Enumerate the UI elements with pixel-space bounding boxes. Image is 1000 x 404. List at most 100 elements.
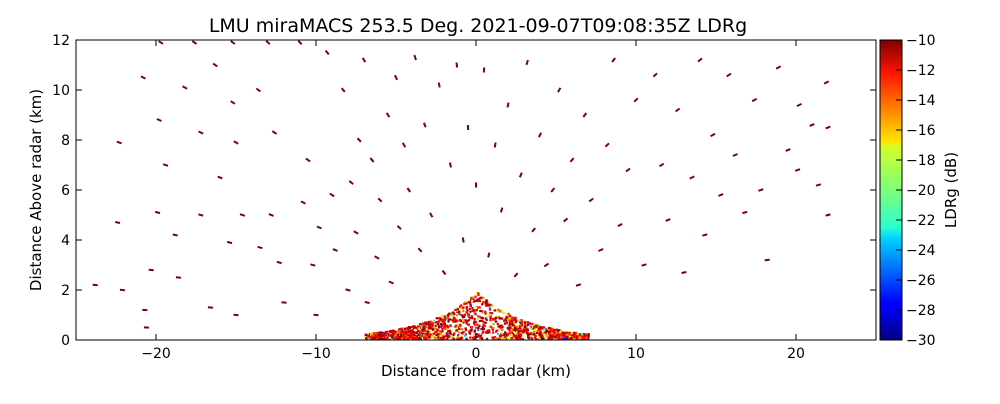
dense-return-cell xyxy=(563,332,565,334)
dense-return-cell xyxy=(436,317,438,319)
dense-return-cell xyxy=(392,332,394,334)
dense-return-cell xyxy=(420,334,422,336)
dense-return-cell xyxy=(466,302,468,304)
y-axis-label: Distance Above radar (km) xyxy=(27,89,45,291)
dense-return-cell xyxy=(471,326,473,328)
dense-return-cell xyxy=(566,335,568,337)
dense-return-cell xyxy=(540,335,542,337)
dense-return-cell xyxy=(459,319,461,321)
dense-return-cell xyxy=(529,327,531,329)
dense-return-cell xyxy=(494,336,496,338)
dense-return-cell xyxy=(442,319,444,321)
data-point xyxy=(527,60,528,65)
dense-return-cell xyxy=(516,335,518,337)
dense-return-cell xyxy=(477,292,479,294)
dense-return-cell xyxy=(513,319,515,321)
dense-return-cell xyxy=(499,310,501,312)
dense-return-cell xyxy=(492,327,494,329)
dense-return-cell xyxy=(438,326,440,328)
data-point xyxy=(488,253,489,258)
dense-return-cell xyxy=(456,329,458,331)
y-tick-label: 10 xyxy=(52,83,70,99)
dense-return-cell xyxy=(509,315,511,317)
data-point xyxy=(642,264,647,265)
dense-return-cell xyxy=(470,305,472,307)
dense-return-cell xyxy=(447,326,449,328)
data-point xyxy=(365,302,370,303)
data-point xyxy=(501,208,502,213)
data-point xyxy=(457,63,458,68)
dense-return-cell xyxy=(483,325,485,327)
dense-return-cell xyxy=(420,331,422,333)
colorbar-tick-label: −12 xyxy=(906,63,936,79)
dense-return-cell xyxy=(479,316,481,318)
dense-return-cell xyxy=(534,337,536,339)
plot-area xyxy=(76,40,876,340)
dense-return-cell xyxy=(378,334,380,336)
dense-return-cell xyxy=(438,320,440,322)
dense-return-cell xyxy=(370,333,372,335)
dense-return-cell xyxy=(515,332,517,334)
dense-return-cell xyxy=(427,330,429,332)
dense-return-cell xyxy=(460,304,462,306)
dense-return-cell xyxy=(501,332,503,334)
dense-return-cell xyxy=(465,329,467,331)
colorbar-label: LDRg (dB) xyxy=(942,152,960,228)
dense-return-cell xyxy=(377,332,379,334)
data-point xyxy=(702,234,707,235)
dense-return-cell xyxy=(427,336,429,338)
y-tick-label: 2 xyxy=(61,283,70,299)
dense-return-cell xyxy=(548,333,550,335)
data-point xyxy=(115,222,120,223)
dense-return-cell xyxy=(440,318,442,320)
dense-return-cell xyxy=(485,331,487,333)
dense-return-cell xyxy=(452,334,454,336)
dense-return-cell xyxy=(526,332,528,334)
y-tick-label: 12 xyxy=(52,33,70,49)
colorbar-tick-label: −28 xyxy=(906,303,936,319)
dense-return-cell xyxy=(453,320,455,322)
dense-return-cell xyxy=(409,335,411,337)
dense-return-cell xyxy=(426,333,428,335)
dense-return-cell xyxy=(482,301,484,303)
dense-return-cell xyxy=(570,337,572,339)
dense-return-cell xyxy=(413,334,415,336)
dense-return-cell xyxy=(388,335,390,337)
dense-return-cell xyxy=(469,311,471,313)
dense-return-cell xyxy=(430,321,432,323)
dense-return-cell xyxy=(412,326,414,328)
dense-return-cell xyxy=(475,327,477,329)
dense-return-cell xyxy=(471,296,473,298)
dense-return-cell xyxy=(512,317,514,319)
dense-return-cell xyxy=(447,320,449,322)
dense-return-cell xyxy=(471,328,473,330)
dense-return-cell xyxy=(471,315,473,317)
dense-return-cell xyxy=(549,335,551,337)
dense-return-cell xyxy=(482,317,484,319)
data-point xyxy=(439,83,440,88)
dense-return-cell xyxy=(477,329,479,331)
dense-return-cell xyxy=(441,324,443,326)
dense-return-cell xyxy=(519,327,521,329)
dense-return-cell xyxy=(400,331,402,333)
dense-return-cell xyxy=(468,324,470,326)
dense-return-cell xyxy=(575,333,577,335)
dense-return-cell xyxy=(576,333,578,335)
dense-return-cell xyxy=(465,320,467,322)
dense-return-cell xyxy=(516,337,518,339)
dense-return-cell xyxy=(416,332,418,334)
dense-return-cell xyxy=(450,325,452,327)
dense-return-cell xyxy=(386,331,388,333)
dense-return-cell xyxy=(585,335,587,337)
dense-return-cell xyxy=(405,333,407,335)
dense-return-cell xyxy=(433,319,435,321)
data-point xyxy=(155,212,160,213)
dense-return-cell xyxy=(488,329,490,331)
dense-return-cell xyxy=(544,334,546,336)
dense-return-cell xyxy=(401,328,403,330)
dense-return-cell xyxy=(462,319,464,321)
data-point xyxy=(176,277,181,278)
dense-return-cell xyxy=(485,299,487,301)
dense-return-cell xyxy=(455,326,457,328)
